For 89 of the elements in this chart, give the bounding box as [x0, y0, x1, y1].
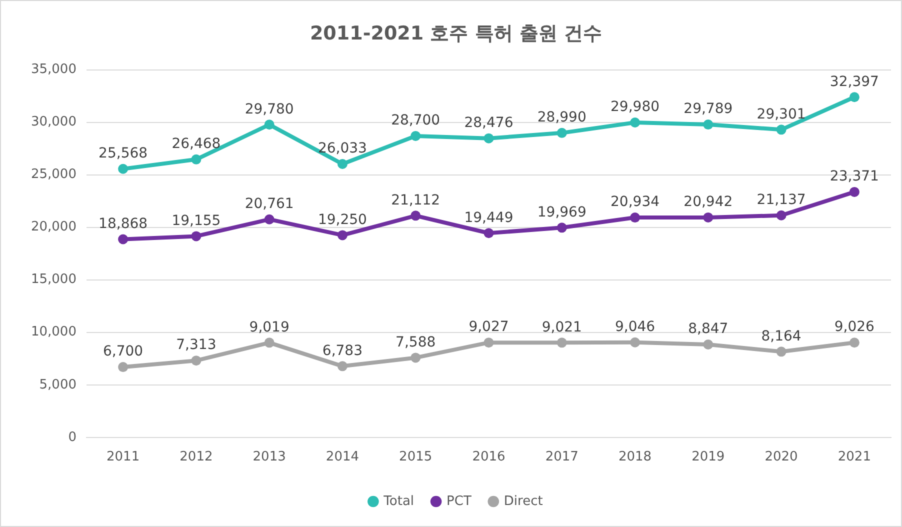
- point: [410, 210, 421, 221]
- data-label: 26,033: [318, 140, 367, 157]
- point: [118, 234, 128, 244]
- point: [337, 361, 348, 372]
- data-label: 19,250: [318, 212, 367, 228]
- data-label: 20,942: [684, 194, 733, 210]
- x-tick-label: 2015: [399, 450, 432, 465]
- point: [776, 124, 786, 135]
- data-label: 29,980: [610, 99, 660, 116]
- data-label: 29,301: [756, 106, 806, 122]
- data-label: 25,568: [98, 146, 148, 162]
- y-tick-label: 30,000: [30, 114, 76, 130]
- data-label: 23,371: [830, 168, 879, 185]
- data-label: 29,789: [684, 101, 733, 118]
- data-label: 21,112: [391, 192, 440, 208]
- point: [410, 352, 421, 363]
- data-label: 9,027: [468, 319, 509, 336]
- y-tick-label: 0: [68, 430, 76, 445]
- x-tick-label: 2014: [326, 450, 360, 465]
- data-label: 20,934: [610, 194, 660, 210]
- data-label: 6,700: [103, 344, 144, 360]
- chart-title: 2011-2021 호주 특허 출원 건수: [310, 22, 602, 44]
- legend-label: PCT: [446, 494, 472, 509]
- data-label: 9,046: [614, 319, 656, 336]
- y-tick-label: 10,000: [30, 324, 76, 340]
- point: [703, 212, 714, 222]
- point: [556, 338, 567, 348]
- x-tick-label: 2019: [692, 450, 725, 465]
- point: [849, 92, 860, 102]
- point: [849, 186, 860, 197]
- x-tick-label: 2018: [618, 450, 652, 465]
- point: [410, 130, 421, 141]
- point: [191, 356, 202, 366]
- point: [191, 231, 202, 242]
- data-label: 29,780: [244, 101, 294, 118]
- point: [337, 230, 348, 240]
- y-tick-label: 15,000: [30, 272, 76, 288]
- point: [703, 339, 714, 350]
- y-tick-label: 35,000: [30, 62, 76, 78]
- data-label: 26,468: [172, 136, 221, 152]
- data-label: 7,313: [176, 337, 216, 354]
- point: [849, 338, 860, 348]
- point: [630, 118, 640, 128]
- point: [484, 338, 494, 348]
- point: [484, 133, 494, 144]
- point: [264, 120, 274, 130]
- x-tick-label: 2020: [764, 450, 798, 465]
- x-tick-label: 2016: [472, 450, 506, 465]
- data-label: 28,476: [464, 114, 514, 131]
- point: [556, 222, 567, 233]
- data-label: 7,588: [396, 334, 436, 350]
- point: [776, 346, 786, 357]
- point: [630, 337, 640, 348]
- data-label: 8,164: [761, 328, 802, 344]
- data-label: 9,026: [834, 319, 875, 336]
- point: [118, 362, 128, 372]
- point: [776, 210, 786, 220]
- data-label: 19,969: [537, 204, 586, 220]
- point: [630, 212, 640, 223]
- x-tick-label: 2011: [106, 450, 140, 465]
- x-tick-label: 2017: [545, 450, 578, 465]
- data-label: 8,847: [688, 321, 728, 338]
- data-label: 28,990: [537, 110, 586, 126]
- point: [191, 154, 202, 164]
- legend-label: Direct: [504, 494, 543, 509]
- point: [556, 128, 567, 138]
- data-label: 18,868: [98, 216, 148, 232]
- data-label: 28,700: [391, 112, 440, 129]
- point: [264, 338, 274, 348]
- point: [703, 120, 714, 130]
- point: [264, 214, 274, 224]
- data-label: 9,021: [542, 319, 582, 336]
- data-label: 19,155: [172, 212, 221, 229]
- legend-label: Total: [382, 494, 414, 509]
- data-label: 19,449: [464, 210, 514, 226]
- point: [337, 158, 348, 169]
- x-tick-label: 2013: [252, 450, 286, 465]
- data-label: 32,397: [830, 74, 879, 90]
- data-label: 6,783: [322, 342, 363, 359]
- data-label: 9,019: [249, 319, 290, 336]
- point: [484, 228, 494, 238]
- data-label: 21,137: [756, 192, 806, 208]
- x-tick-label: 2021: [838, 450, 871, 465]
- x-tick-label: 2012: [180, 450, 213, 465]
- data-label: 20,761: [244, 196, 294, 212]
- y-tick-label: 5,000: [39, 377, 76, 392]
- y-tick-label: 25,000: [30, 167, 76, 182]
- y-tick-label: 20,000: [30, 220, 76, 235]
- point: [118, 164, 128, 174]
